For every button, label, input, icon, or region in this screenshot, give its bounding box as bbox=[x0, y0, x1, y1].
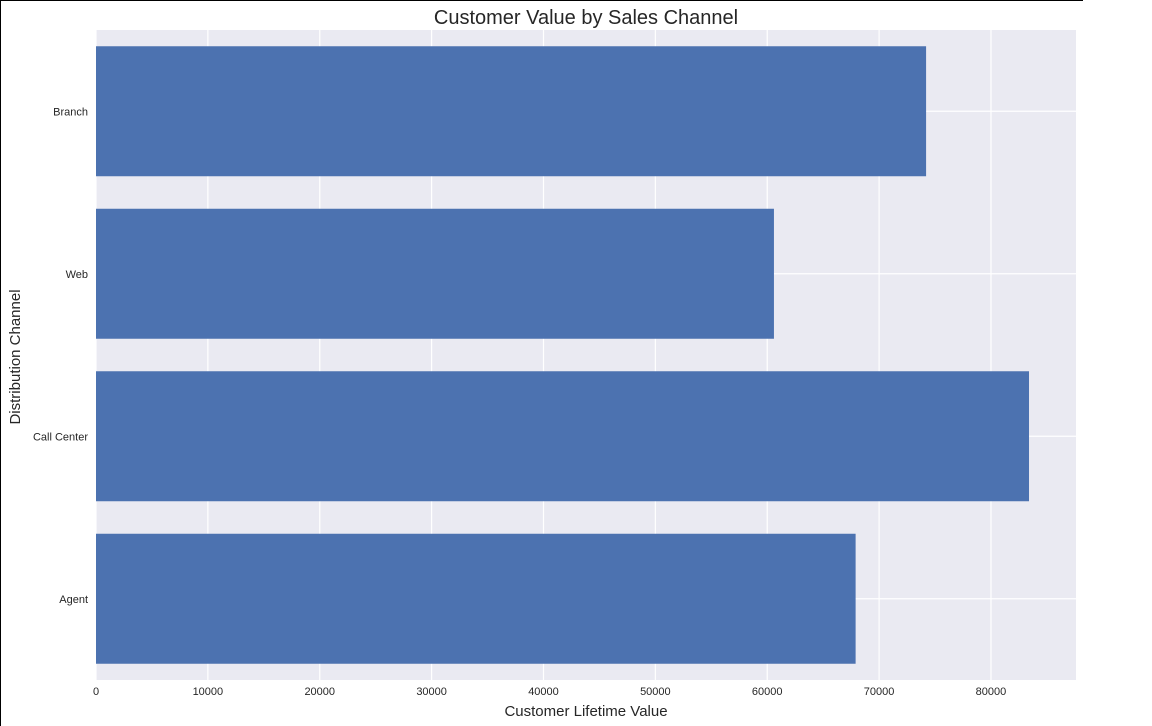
chart-title: Customer Value by Sales Channel bbox=[434, 7, 738, 29]
y-axis-label: Distribution Channel bbox=[7, 289, 24, 424]
x-tick-label: 70000 bbox=[864, 686, 895, 698]
x-tick-label: 40000 bbox=[528, 686, 559, 698]
bar-branch bbox=[96, 46, 927, 177]
x-tick-label: 20000 bbox=[304, 686, 335, 698]
bar-agent bbox=[96, 533, 856, 664]
x-tick-label: 80000 bbox=[976, 686, 1007, 698]
frame-top-border bbox=[0, 0, 1083, 1]
x-tick-label: 30000 bbox=[416, 686, 447, 698]
y-tick-label: Branch bbox=[53, 106, 88, 118]
bar-web bbox=[96, 208, 774, 339]
y-tick-label: Call Center bbox=[33, 431, 88, 443]
x-tick-label: 60000 bbox=[752, 686, 783, 698]
frame-left-border bbox=[0, 0, 1, 726]
y-tick-label: Web bbox=[66, 269, 88, 281]
bars bbox=[96, 46, 1030, 664]
x-tick-labels: 0 10000 20000 30000 40000 50000 60000 70000 8000… bbox=[93, 686, 1006, 698]
x-tick-label: 50000 bbox=[640, 686, 671, 698]
x-tick-label: 0 bbox=[93, 686, 99, 698]
y-tick-labels: Branch Web Call Center Agent bbox=[33, 106, 88, 606]
x-axis-label: Customer Lifetime Value bbox=[504, 703, 667, 720]
bar-call-center bbox=[96, 371, 1030, 502]
y-tick-label: Agent bbox=[59, 594, 88, 606]
x-tick-label: 10000 bbox=[193, 686, 224, 698]
